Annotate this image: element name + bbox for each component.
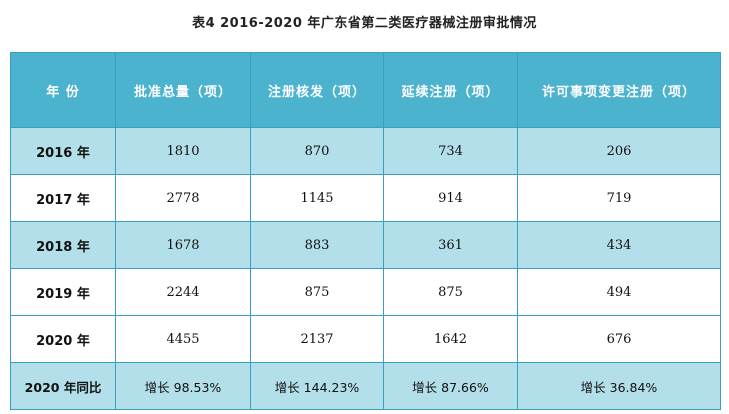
- table-row: 2017 年 2778 1145 914 719: [10, 174, 721, 222]
- header-renewal-registration: 延续注册（项）: [383, 52, 518, 128]
- cell-renewal-registration: 361: [383, 221, 518, 269]
- cell-total-approved: 2778: [115, 174, 251, 222]
- cell-change-registration: 434: [517, 221, 721, 269]
- table-caption: 表4 2016-2020 年广东省第二类医疗器械注册审批情况: [192, 16, 537, 31]
- cell-new-registration: 2137: [250, 315, 384, 363]
- row-year: 2017 年: [10, 174, 116, 222]
- cell-new-registration-growth: 增长 144.23%: [250, 362, 384, 410]
- cell-renewal-registration: 734: [383, 127, 518, 175]
- cell-total-approved: 1810: [115, 127, 251, 175]
- table-row: 2018 年 1678 883 361 434: [10, 221, 721, 269]
- registration-table: 年 份 批准总量（项） 注册核发（项） 延续注册（项） 许可事项变更注册（项） …: [10, 52, 721, 410]
- cell-renewal-registration: 875: [383, 268, 518, 316]
- cell-new-registration: 870: [250, 127, 384, 175]
- header-total-approved: 批准总量（项）: [115, 52, 251, 128]
- cell-renewal-registration: 914: [383, 174, 518, 222]
- header-new-registration: 注册核发（项）: [250, 52, 384, 128]
- row-year: 2019 年: [10, 268, 116, 316]
- header-year: 年 份: [10, 52, 116, 128]
- yoy-summary-row: 2020 年同比 增长 98.53% 增长 144.23% 增长 87.66% …: [10, 362, 721, 410]
- row-year: 2020 年同比: [10, 362, 116, 410]
- cell-total-approved: 1678: [115, 221, 251, 269]
- row-year: 2018 年: [10, 221, 116, 269]
- cell-total-approved-growth: 增长 98.53%: [115, 362, 251, 410]
- row-year: 2016 年: [10, 127, 116, 175]
- table-row: 2020 年 4455 2137 1642 676: [10, 315, 721, 363]
- cell-change-registration: 206: [517, 127, 721, 175]
- header-row: 年 份 批准总量（项） 注册核发（项） 延续注册（项） 许可事项变更注册（项）: [10, 52, 721, 128]
- cell-change-registration: 676: [517, 315, 721, 363]
- header-change-registration: 许可事项变更注册（项）: [517, 52, 721, 128]
- cell-change-registration: 719: [517, 174, 721, 222]
- cell-renewal-registration-growth: 增长 87.66%: [383, 362, 518, 410]
- cell-new-registration: 875: [250, 268, 384, 316]
- table-row: 2019 年 2244 875 875 494: [10, 268, 721, 316]
- cell-renewal-registration: 1642: [383, 315, 518, 363]
- cell-total-approved: 4455: [115, 315, 251, 363]
- cell-new-registration: 883: [250, 221, 384, 269]
- table-row: 2016 年 1810 870 734 206: [10, 127, 721, 175]
- cell-new-registration: 1145: [250, 174, 384, 222]
- cell-change-registration: 494: [517, 268, 721, 316]
- row-year: 2020 年: [10, 315, 116, 363]
- cell-change-registration-growth: 增长 36.84%: [517, 362, 721, 410]
- cell-total-approved: 2244: [115, 268, 251, 316]
